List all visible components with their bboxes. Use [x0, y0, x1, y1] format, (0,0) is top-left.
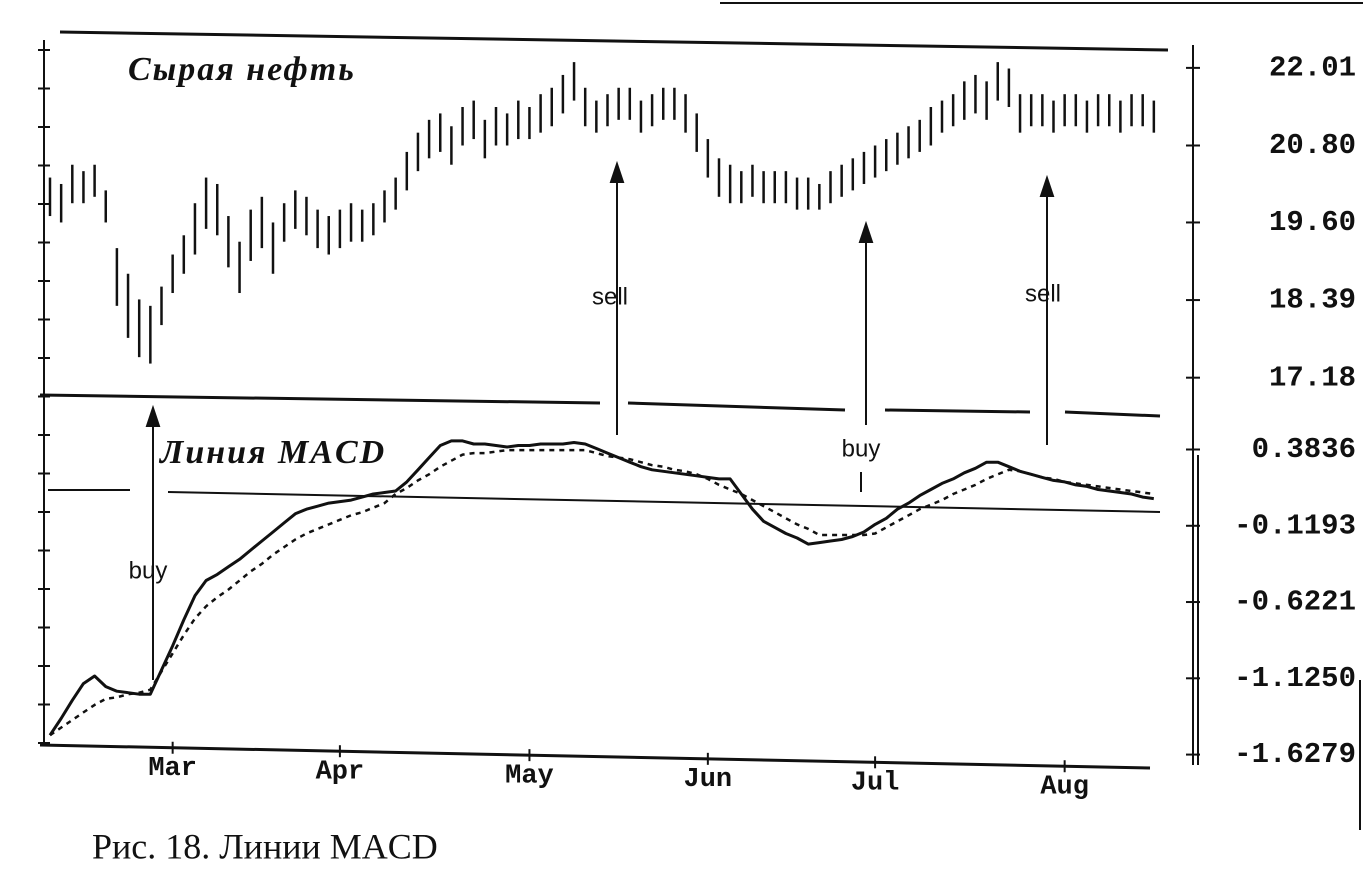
y-tick-label: -1.6279 [1234, 738, 1356, 771]
macd-line [49, 448, 1154, 737]
x-tick-label: Jul [851, 768, 900, 798]
x-tick-label: Jun [684, 765, 733, 795]
caption: Рис. 18. Линии MACD [92, 826, 438, 866]
macd-title: Линия MACD [158, 434, 386, 471]
x-tick-label: Apr [316, 757, 365, 787]
annotation: buy [842, 435, 881, 462]
y-tick-label: 17.18 [1269, 361, 1356, 394]
arrows [145, 160, 1055, 680]
frame [39, 2, 1363, 830]
x-tick-label: Mar [148, 754, 197, 784]
x-tick-label: May [505, 761, 554, 791]
y-tick-label: 0.3836 [1252, 433, 1356, 466]
y-tick-label: 20.80 [1269, 129, 1356, 162]
price-title: Сырая нефть [128, 51, 356, 88]
x-tick-label: Aug [1040, 772, 1089, 802]
annotation: sell [592, 283, 628, 310]
y-tick-label: -0.1193 [1234, 509, 1356, 542]
annotation: buy [129, 557, 168, 584]
y-tick-label: -0.6221 [1234, 586, 1356, 619]
y-tick-label: -1.1250 [1234, 662, 1356, 695]
y-tick-label: 19.60 [1269, 206, 1356, 239]
macd-line [48, 439, 1155, 737]
y-tick-label: 22.01 [1269, 52, 1356, 85]
y-tick-label: 18.39 [1269, 284, 1356, 317]
annotation: sell [1025, 280, 1061, 307]
